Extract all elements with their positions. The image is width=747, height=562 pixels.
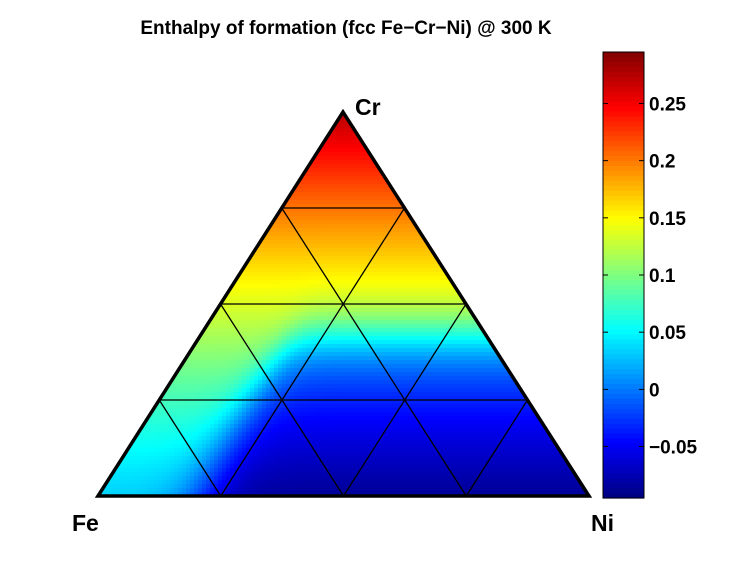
grid-line-ni-3 (281, 207, 467, 497)
colorbar-tick-label-3: 0.1 (649, 266, 676, 287)
ternary-outline (94, 108, 593, 498)
ternary-gridlines (158, 207, 529, 497)
colorbar-tick-label-5: 0.2 (649, 152, 675, 173)
colorbar-tick-label-4: 0.15 (649, 209, 686, 230)
vertex-label-ni: Ni (591, 510, 614, 536)
grid-line-ni-2 (219, 303, 345, 497)
colorbar-tick-label-6: 0.25 (649, 94, 686, 115)
colorbar: −0.05 0 0.05 0.1 0.15 0.2 0.25 (602, 51, 698, 499)
colorbar-tick-label-1: 0 (649, 380, 660, 401)
vertex-label-fe: Fe (72, 510, 99, 536)
vertex-label-cr: Cr (355, 94, 381, 120)
grid-line-fe-3 (465, 399, 529, 497)
chart-title: Enthalpy of formation (fcc Fe−Cr−Ni) @ 3… (140, 18, 552, 39)
colorbar-tick-label-0: −0.05 (649, 438, 698, 459)
grid-line-fe-1 (220, 207, 406, 497)
grid-line-ni-1 (158, 399, 222, 497)
colorbar-tick-label-2: 0.05 (649, 323, 686, 344)
